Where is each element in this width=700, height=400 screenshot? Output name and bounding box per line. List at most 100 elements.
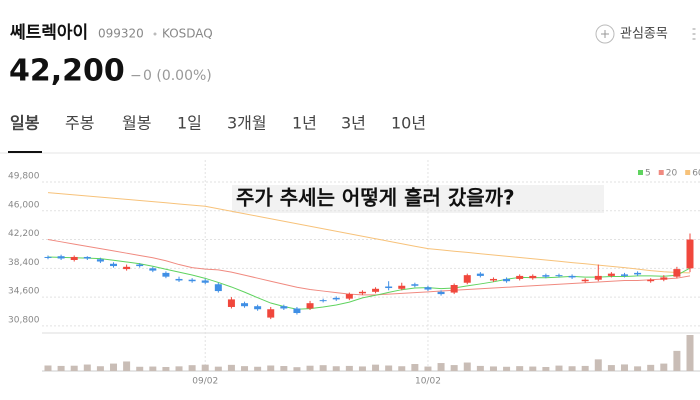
volume-bar	[594, 359, 602, 371]
legend-swatch	[658, 170, 664, 175]
candle-body	[450, 285, 458, 293]
candle-body	[529, 275, 537, 279]
candle-body	[267, 309, 275, 318]
y-tick-label: 49,800	[8, 171, 40, 181]
candle-body	[227, 299, 235, 307]
candle-body	[44, 256, 52, 258]
candle-body	[136, 264, 144, 267]
volume-bar	[673, 350, 681, 371]
volume-bar	[516, 366, 524, 371]
candle-body	[437, 291, 445, 295]
tab[interactable]: 10년	[391, 114, 426, 133]
volume-bar	[214, 366, 222, 371]
price: 42,200	[9, 54, 125, 89]
candle-body	[594, 275, 602, 280]
market: KOSDAQ	[162, 27, 213, 41]
candle-body	[476, 273, 484, 276]
candle-body	[188, 279, 196, 282]
favorite-icon	[595, 24, 615, 44]
annotation: 주가 추세는 어떻게 흘러 갔을까?	[236, 186, 515, 210]
tab[interactable]: 3년	[341, 114, 366, 133]
volume-bar	[293, 367, 301, 371]
legend-swatch	[685, 170, 691, 175]
candle-body	[332, 297, 340, 300]
volume-bar	[385, 365, 393, 371]
volume-bar	[149, 366, 157, 371]
candle-body	[516, 275, 524, 279]
volume-bar	[607, 365, 615, 371]
volume-bar	[542, 366, 550, 371]
candle-body	[280, 306, 288, 309]
separator-dot	[153, 32, 157, 36]
x-tick-label: 09/02	[192, 377, 218, 387]
candle-body	[175, 278, 183, 281]
candle-body	[634, 272, 642, 275]
volume-bar	[136, 366, 144, 371]
volume-bar	[241, 366, 249, 371]
candle-body	[463, 275, 471, 283]
volume-bar	[372, 364, 380, 371]
candle-body	[123, 266, 131, 270]
candle-body	[214, 284, 222, 292]
candle-body	[70, 256, 78, 260]
tab[interactable]: 주봉	[65, 114, 94, 133]
candle-body	[110, 263, 118, 267]
y-tick-label: 30,800	[8, 315, 40, 325]
candle-body	[372, 288, 380, 292]
volume-bar	[660, 363, 668, 371]
y-tick-label: 42,200	[8, 229, 40, 239]
candle-body	[424, 287, 432, 290]
candle-body	[660, 277, 668, 280]
candle-body	[162, 272, 170, 277]
candle-body	[96, 259, 104, 262]
candle-body	[358, 291, 366, 294]
volume-bar	[358, 366, 366, 371]
tab[interactable]: 1일	[177, 114, 202, 133]
volume-bar	[306, 365, 314, 371]
volume-bar	[201, 364, 209, 371]
legend-label: 60	[692, 169, 700, 179]
volume-bar	[123, 361, 131, 371]
volume-bar	[319, 365, 327, 371]
favorite-label[interactable]: 관심종목	[620, 27, 668, 42]
volume-bar	[620, 364, 628, 371]
volume-bar	[634, 366, 642, 371]
volume-bar	[332, 366, 340, 371]
volume-bar	[254, 366, 262, 371]
candle-body	[503, 278, 511, 282]
volume-bar	[345, 365, 353, 371]
volume-bar	[267, 365, 275, 371]
candle-body	[411, 284, 419, 286]
stock-name: 쎄트렉아이	[10, 23, 88, 43]
candle-body	[398, 285, 406, 289]
volume-bar	[411, 364, 419, 371]
moving-average-line	[47, 192, 691, 274]
tab[interactable]: 1년	[292, 114, 317, 133]
volume-bar	[96, 366, 104, 371]
tab[interactable]: 월봉	[122, 114, 151, 133]
stock-code: 099320	[98, 27, 144, 41]
candle-body	[385, 286, 393, 289]
volume-bar	[686, 335, 694, 371]
y-tick-label: 46,000	[8, 200, 40, 210]
candle-body	[293, 308, 301, 314]
volume-bar	[280, 366, 288, 371]
volume-bar	[83, 364, 91, 371]
volume-bar	[503, 366, 511, 371]
candle-body	[542, 275, 550, 277]
volume-bar	[555, 365, 563, 371]
volume-bar	[476, 365, 484, 371]
volume-bar	[463, 362, 471, 371]
volume-bar	[44, 365, 52, 371]
tab[interactable]: 3개월	[227, 114, 267, 133]
candle-body	[201, 280, 209, 283]
volume-bar	[57, 365, 65, 371]
volume-bar	[581, 365, 589, 371]
tab[interactable]: 일봉	[10, 114, 40, 133]
moving-average-line	[47, 256, 691, 310]
volume-bar	[437, 363, 445, 371]
volume-bar	[162, 366, 170, 371]
favorite-button[interactable]: 관심종목	[595, 24, 668, 44]
candle-body	[555, 275, 563, 277]
